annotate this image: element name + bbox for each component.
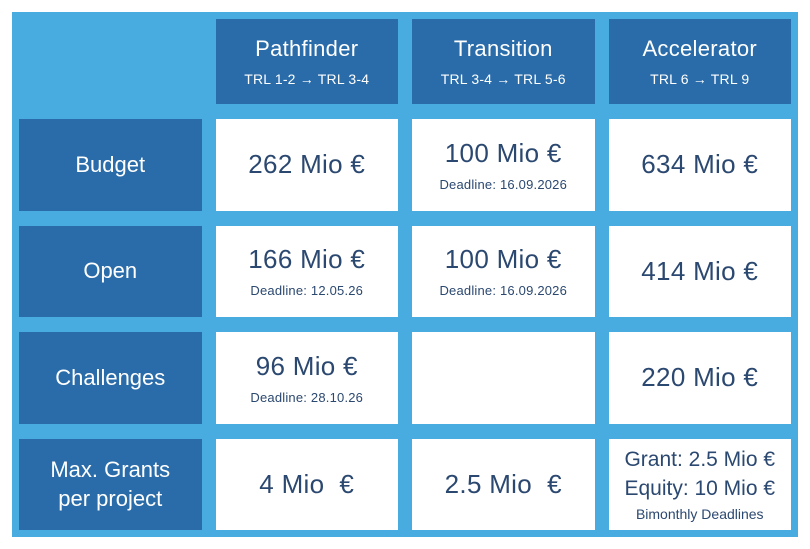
cell-budget-transition: 100 Mio € Deadline: 16.09.2026 (412, 119, 595, 211)
cell-value: 100 Mio € (444, 137, 562, 168)
cell-open-accelerator: 414 Mio € (608, 225, 791, 317)
row-label-max-grants: Max. Grants per project (19, 438, 202, 530)
cell-budget-accelerator: 634 Mio € (608, 119, 791, 211)
column-trl-range-accelerator: TRL 6 → TRL 9 (650, 71, 750, 87)
cell-deadline: Deadline: 12.05.26 (250, 283, 364, 299)
cell-open-pathfinder: 166 Mio € Deadline: 12.05.26 (215, 225, 398, 317)
cell-value: 2.5 Mio € (444, 468, 562, 499)
funding-table-grid: Pathfinder TRL 1-2 → TRL 3-4 Transition … (19, 19, 791, 530)
cell-value: 96 Mio € (255, 350, 358, 381)
cell-value: 166 Mio € (248, 244, 366, 275)
cell-deadline: Deadline: 28.10.26 (250, 389, 364, 405)
grant-amount-line: Grant: 2.5 Mio € (624, 448, 776, 472)
cell-maxgrants-transition: 2.5 Mio € (412, 438, 595, 530)
column-header-accelerator: Accelerator TRL 6 → TRL 9 (608, 19, 791, 104)
column-title-transition: Transition (453, 36, 553, 61)
cell-value: 262 Mio € (248, 149, 366, 180)
cell-deadline: Deadline: 16.09.2026 (439, 176, 568, 192)
eic-funding-table-panel: Pathfinder TRL 1-2 → TRL 3-4 Transition … (12, 12, 798, 537)
cell-deadline: Deadline: 16.09.2026 (439, 283, 568, 299)
cell-value: 414 Mio € (641, 255, 759, 286)
cell-budget-pathfinder: 262 Mio € (215, 119, 398, 211)
cell-maxgrants-accelerator: Grant: 2.5 Mio € Equity: 10 Mio € Bimont… (608, 438, 791, 530)
cell-challenges-transition-empty (412, 332, 595, 424)
cell-challenges-accelerator: 220 Mio € (608, 332, 791, 424)
column-trl-range-pathfinder: TRL 1-2 → TRL 3-4 (244, 71, 370, 87)
column-trl-range-transition: TRL 3-4 → TRL 5-6 (440, 71, 566, 87)
cell-open-transition: 100 Mio € Deadline: 16.09.2026 (412, 225, 595, 317)
row-label-budget: Budget (19, 119, 202, 211)
corner-spacer (19, 19, 202, 104)
equity-amount-line: Equity: 10 Mio € (624, 476, 776, 500)
row-label-open: Open (19, 225, 202, 317)
cell-value: 100 Mio € (444, 244, 562, 275)
column-header-transition: Transition TRL 3-4 → TRL 5-6 (412, 19, 595, 104)
bimonthly-deadlines-note: Bimonthly Deadlines (635, 506, 764, 523)
cell-maxgrants-pathfinder: 4 Mio € (215, 438, 398, 530)
cell-value: 220 Mio € (641, 362, 759, 393)
cell-challenges-pathfinder: 96 Mio € Deadline: 28.10.26 (215, 332, 398, 424)
row-label-challenges: Challenges (19, 332, 202, 424)
cell-value: 4 Mio € (259, 468, 355, 499)
column-title-pathfinder: Pathfinder (255, 36, 359, 61)
column-header-pathfinder: Pathfinder TRL 1-2 → TRL 3-4 (215, 19, 398, 104)
cell-value: 634 Mio € (641, 149, 759, 180)
column-title-accelerator: Accelerator (642, 36, 758, 61)
